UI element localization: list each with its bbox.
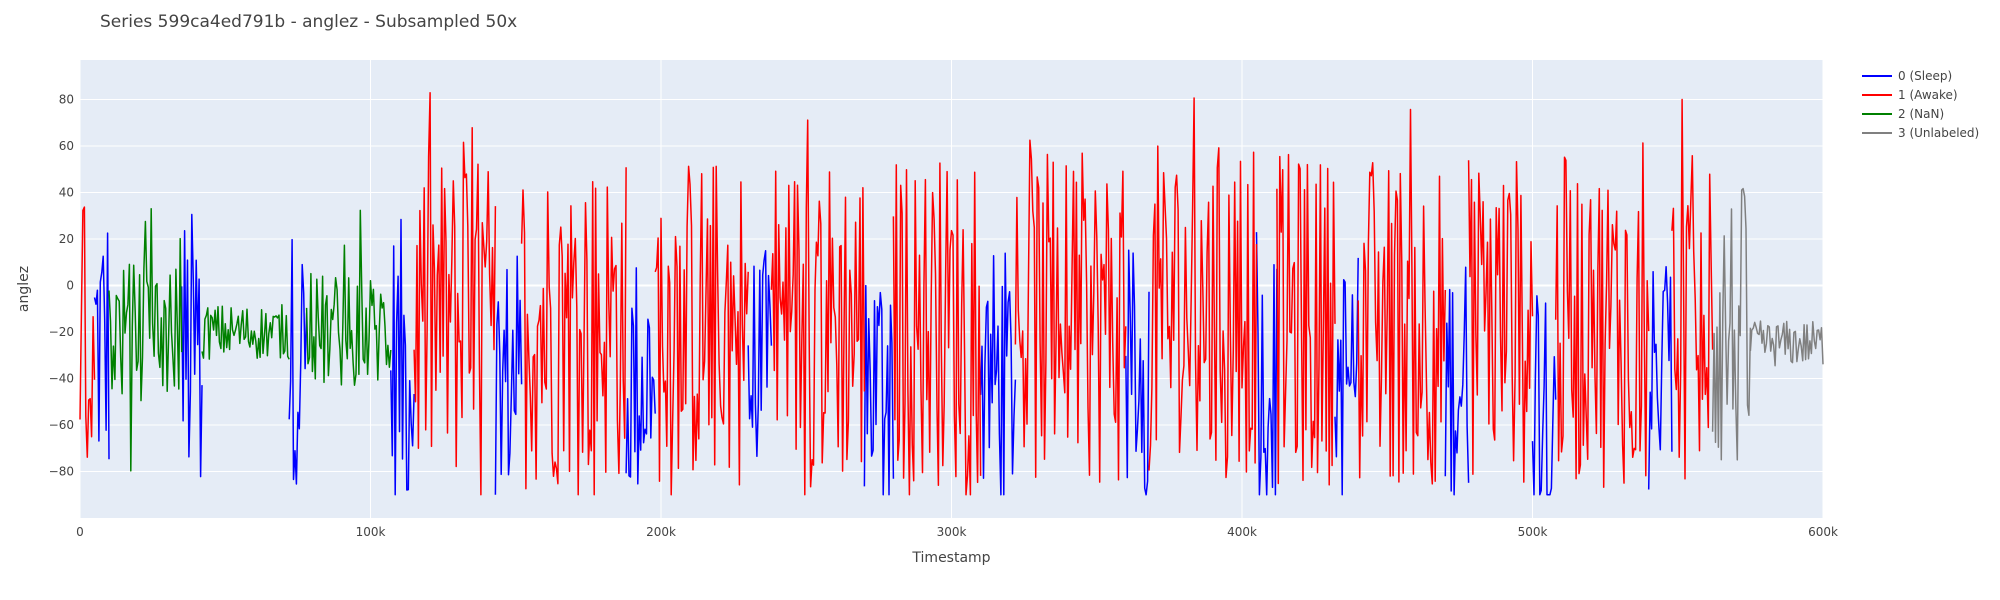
legend: 0 (Sleep) 1 (Awake) 2 (NaN) 3 (Unlabeled)	[1862, 66, 1979, 142]
series-line-segment	[1749, 320, 1824, 367]
series-line-segment	[979, 252, 1017, 496]
y-tick-label: 0	[66, 279, 74, 293]
series-line-segment	[108, 208, 183, 472]
y-tick-label: 60	[59, 139, 74, 153]
series-line-segment	[863, 284, 895, 496]
y-tick-label: −40	[49, 372, 74, 386]
x-tick-label: 400k	[1227, 525, 1257, 539]
series-line-segment	[413, 91, 497, 496]
legend-swatch	[1862, 93, 1892, 96]
x-axis-title: Timestamp	[911, 550, 990, 566]
series-line-segment	[305, 209, 392, 386]
series-line-segment	[1647, 265, 1673, 490]
legend-swatch	[1862, 131, 1892, 134]
series-line-segment	[520, 167, 627, 496]
y-tick-label: 40	[59, 186, 74, 200]
series-line-segment	[1531, 295, 1557, 496]
series-layer	[79, 91, 1824, 496]
y-tick-label: −60	[49, 418, 74, 432]
legend-swatch	[1862, 112, 1892, 115]
x-tick-label: 300k	[937, 525, 967, 539]
chart-title: Series 599ca4ed791b - anglez - Subsample…	[100, 12, 518, 32]
legend-label: 0 (Sleep)	[1898, 68, 1953, 83]
series-line-segment	[1148, 97, 1258, 479]
series-line-segment	[1671, 98, 1714, 480]
legend-item[interactable]: 3 (Unlabeled)	[1862, 123, 1979, 142]
legend-item[interactable]: 0 (Sleep)	[1862, 66, 1979, 85]
series-line-segment	[625, 267, 656, 485]
series-line-segment	[1255, 232, 1278, 496]
x-tick-label: 200k	[646, 525, 676, 539]
series-line-segment	[1357, 108, 1447, 485]
series-line-segment	[494, 255, 523, 495]
series-line-segment	[892, 162, 982, 496]
x-tick-label: 100k	[356, 525, 386, 539]
series-line-segment	[1014, 139, 1127, 483]
series-line-segment	[79, 206, 96, 458]
series-line-segment	[1467, 160, 1534, 483]
legend-label: 2 (NaN)	[1898, 106, 1945, 121]
x-tick-label: 0	[76, 525, 84, 539]
series-line-segment	[390, 218, 415, 496]
series-line-segment	[747, 249, 773, 458]
series-line-segment	[93, 232, 110, 460]
series-line-segment	[201, 304, 290, 360]
legend-label: 1 (Awake)	[1898, 87, 1958, 102]
x-tick-label: 600k	[1808, 525, 1838, 539]
series-line-segment	[1444, 266, 1470, 496]
series-line-segment	[1125, 249, 1150, 496]
series-line-segment	[770, 119, 866, 496]
y-tick-label: −80	[49, 465, 74, 479]
legend-swatch	[1862, 74, 1892, 77]
series-line-segment	[1276, 153, 1336, 486]
y-tick-label: 20	[59, 232, 74, 246]
legend-label: 3 (Unlabeled)	[1898, 125, 1980, 140]
series-line-segment	[1554, 142, 1650, 488]
y-tick-label: −20	[49, 325, 74, 339]
series-line-segment	[288, 238, 308, 485]
y-tick-label: 80	[59, 93, 74, 107]
series-line-segment	[654, 165, 749, 496]
legend-item[interactable]: 1 (Awake)	[1862, 85, 1979, 104]
series-line-segment	[1711, 187, 1752, 461]
legend-item[interactable]: 2 (NaN)	[1862, 104, 1979, 123]
y-axis-title: anglez	[16, 266, 32, 312]
series-line-segment	[180, 213, 203, 478]
x-tick-label: 500k	[1518, 525, 1548, 539]
tick-labels: −80 −60 −40 −20 0 20 40 60 80 0 100k 200k 300k 400k 50…	[49, 93, 1838, 539]
series-line-segment	[1334, 257, 1359, 496]
